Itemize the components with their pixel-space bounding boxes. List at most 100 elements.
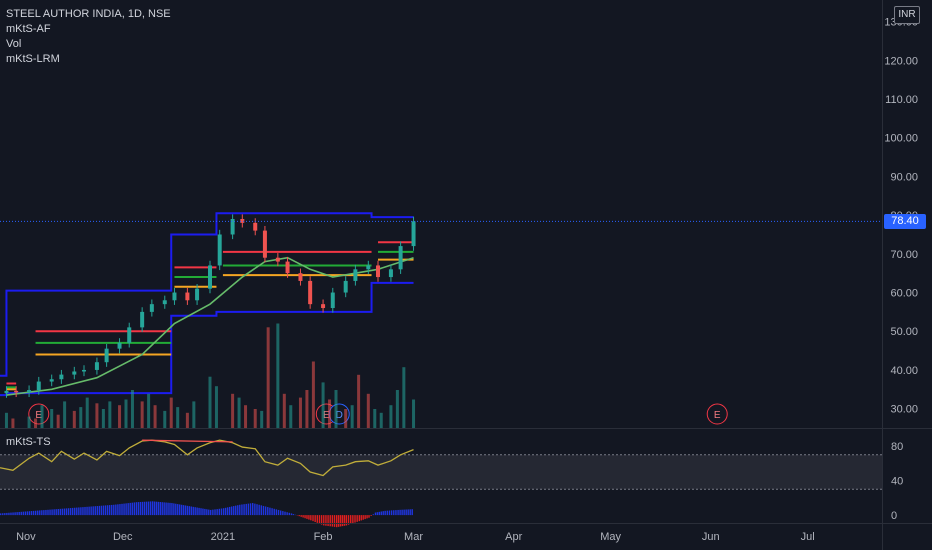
candle-body	[185, 292, 190, 301]
oscillator-histogram-bar	[143, 501, 146, 516]
oscillator-histogram-bar	[280, 510, 282, 516]
oscillator-histogram-bar	[82, 507, 84, 516]
oscillator-histogram-bar	[411, 509, 413, 516]
oscillator-histogram-bar	[284, 511, 286, 516]
oscillator-histogram-bar	[409, 509, 411, 516]
oscillator-histogram-bar	[350, 515, 352, 525]
oscillator-histogram-bar	[380, 511, 382, 516]
oscillator-histogram-bar	[182, 505, 185, 516]
volume-bar	[244, 405, 248, 428]
volume-bar	[266, 327, 270, 428]
oscillator-histogram-bar	[384, 510, 386, 516]
volume-bar	[395, 390, 399, 428]
candle-body	[36, 381, 41, 391]
oscillator-histogram-bar	[271, 508, 273, 516]
oscillator-histogram-bar	[282, 511, 284, 516]
oscillator-histogram-bar	[159, 502, 161, 516]
oscillator-histogram-bar	[298, 515, 300, 517]
oscillator-histogram-bar	[306, 515, 308, 519]
oscillator-histogram-bar	[228, 506, 231, 516]
oscillator-histogram-bar	[292, 514, 295, 516]
candle-body	[298, 273, 303, 281]
oscillator-histogram-bar	[202, 508, 204, 516]
indicator-label-af[interactable]: mKtS-AF	[6, 23, 51, 35]
oscillator-line	[0, 439, 414, 477]
oscillator-histogram-bar	[277, 509, 280, 516]
oscillator-histogram-bar	[98, 505, 101, 516]
oscillator-histogram-bar	[74, 507, 76, 516]
oscillator-histogram-bar	[6, 512, 8, 516]
oscillator-histogram-bar	[177, 504, 179, 516]
volume-pane	[4, 323, 416, 428]
oscillator-histogram-bar	[113, 504, 115, 516]
oscillator-histogram-bar	[339, 515, 342, 527]
volume-bar	[192, 401, 196, 428]
oscillator-histogram-bar	[173, 503, 175, 516]
oscillator-histogram-bar	[194, 507, 196, 516]
oscillator-histogram-bar	[403, 509, 405, 516]
volume-bar	[163, 410, 167, 428]
oscillator-histogram-bar	[53, 509, 55, 516]
oscillator-histogram-bar	[178, 504, 181, 516]
oscillator-histogram-bar	[55, 509, 57, 516]
candle-body	[411, 221, 416, 247]
oscillator-label[interactable]: mKtS-TS	[6, 436, 51, 448]
oscillator-histogram-bar	[63, 508, 66, 516]
oscillator-histogram-bar	[76, 507, 78, 516]
oscillator-histogram-bar	[45, 509, 47, 516]
chart-legend: STEEL AUTHOR INDIA, 1D, NSE mKtS-AF Vol …	[6, 7, 171, 67]
candle-body	[388, 269, 393, 278]
indicator-label-lrm[interactable]: mKtS-LRM	[6, 53, 60, 65]
oscillator-histogram-bar	[300, 515, 302, 517]
oscillator-histogram-bar	[302, 515, 304, 518]
oscillator-histogram-bar	[111, 504, 113, 516]
symbol-title[interactable]: STEEL AUTHOR INDIA, 1D, NSE	[6, 8, 171, 20]
oscillator-histogram-bar	[123, 503, 125, 516]
oscillator-histogram-bar	[51, 509, 53, 516]
oscillator-histogram-bar	[323, 515, 325, 526]
oscillator-histogram-bar	[237, 505, 239, 516]
oscillator-histogram-bar	[104, 505, 107, 516]
volume-bar	[305, 390, 309, 428]
volume-bar	[50, 409, 54, 428]
oscillator-histogram-bar	[24, 511, 27, 516]
oscillator-histogram-bar	[86, 506, 88, 516]
oscillator-histogram-bar	[407, 509, 409, 516]
oscillator-histogram-bar	[256, 504, 258, 516]
price-tick-label: 120.00	[884, 55, 918, 67]
oscillator-histogram-bar	[190, 506, 193, 516]
time-tick-label: Dec	[113, 531, 133, 543]
oscillator-histogram-bar	[94, 506, 96, 516]
volume-bar	[350, 405, 354, 428]
volume-bar	[153, 405, 157, 428]
oscillator-histogram-bar	[115, 504, 117, 516]
volume-bar	[118, 405, 122, 428]
oscillator-pane	[0, 439, 882, 528]
oscillator-histogram-bar	[41, 510, 43, 516]
oscillator-histogram-bar	[147, 501, 150, 516]
oscillator-band	[0, 454, 882, 490]
oscillator-histogram-bar	[397, 509, 399, 516]
oscillator-tick-label: 40	[891, 476, 903, 488]
oscillator-histogram-bar	[243, 504, 245, 516]
oscillator-histogram-bar	[92, 506, 94, 516]
currency-badge[interactable]: INR	[894, 6, 920, 24]
oscillator-histogram-bar	[345, 515, 348, 526]
oscillator-histogram-bar	[139, 501, 142, 516]
volume-bar	[412, 399, 416, 428]
oscillator-histogram-bar	[37, 510, 39, 516]
volume-bar	[140, 401, 144, 428]
volume-bar	[282, 393, 286, 428]
volume-bar	[40, 405, 44, 428]
price-tick-label: 100.00	[884, 133, 918, 145]
oscillator-histogram-bar	[210, 509, 212, 516]
oscillator-histogram-bar	[57, 509, 59, 516]
indicator-label-vol[interactable]: Vol	[6, 38, 22, 50]
time-tick-label: 2021	[211, 531, 235, 543]
oscillator-histogram-bar	[329, 515, 331, 527]
oscillator-histogram-bar	[175, 503, 177, 516]
oscillator-histogram-bar	[61, 508, 64, 516]
candle-body	[208, 265, 212, 289]
price-tick-label: 40.00	[890, 365, 918, 377]
oscillator-histogram-bar	[39, 510, 41, 516]
